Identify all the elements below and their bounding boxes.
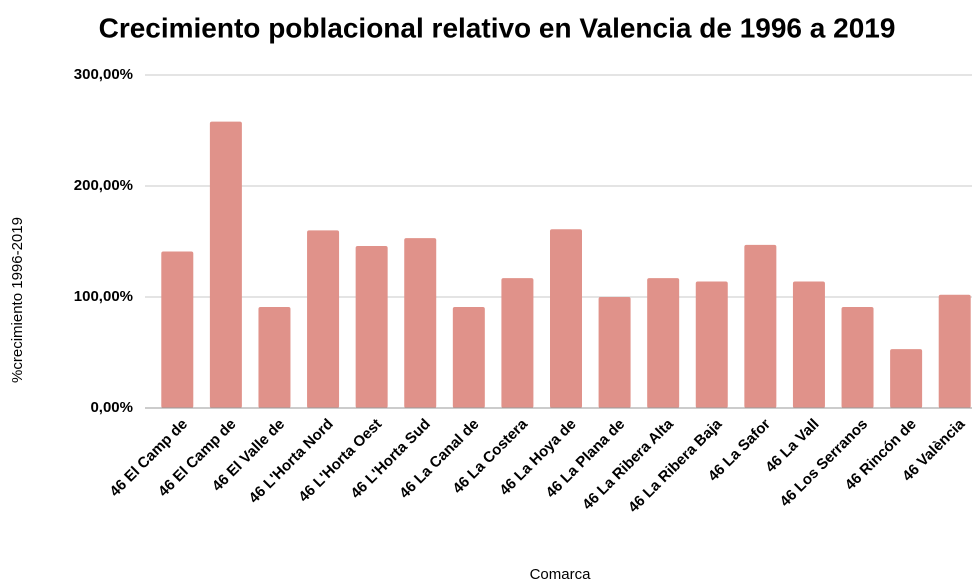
y-axis-title: %crecimiento 1996-2019 xyxy=(9,217,26,383)
x-axis-title: Comarca xyxy=(530,566,592,583)
bar xyxy=(744,244,777,408)
bar xyxy=(258,306,291,408)
bar xyxy=(890,349,923,408)
bar xyxy=(501,278,534,408)
x-tick-label: 46 L'Horta Nord xyxy=(246,416,337,507)
bar xyxy=(647,278,680,408)
y-tick-label: 100,00% xyxy=(74,288,133,305)
x-tick-label: 46 La Ribera Alta xyxy=(579,415,677,513)
chart-title: Crecimiento poblacional relativo en Vale… xyxy=(99,12,896,43)
bar xyxy=(550,229,582,408)
x-tick-label: 46 L'Horta Oest xyxy=(295,416,385,506)
bar xyxy=(209,121,242,409)
bar xyxy=(161,251,194,408)
x-tick-label: 46 Los Serranos xyxy=(777,416,872,511)
bar xyxy=(695,281,728,408)
bar xyxy=(355,245,388,408)
bar xyxy=(938,294,971,408)
bar xyxy=(598,297,631,408)
bar xyxy=(307,230,340,408)
y-tick-label: 0,00% xyxy=(90,399,133,416)
bar xyxy=(452,306,485,408)
y-tick-label: 300,00% xyxy=(74,66,133,83)
y-tick-label: 200,00% xyxy=(74,177,133,194)
bar xyxy=(404,238,437,408)
bar xyxy=(792,281,825,408)
bar xyxy=(841,306,874,408)
